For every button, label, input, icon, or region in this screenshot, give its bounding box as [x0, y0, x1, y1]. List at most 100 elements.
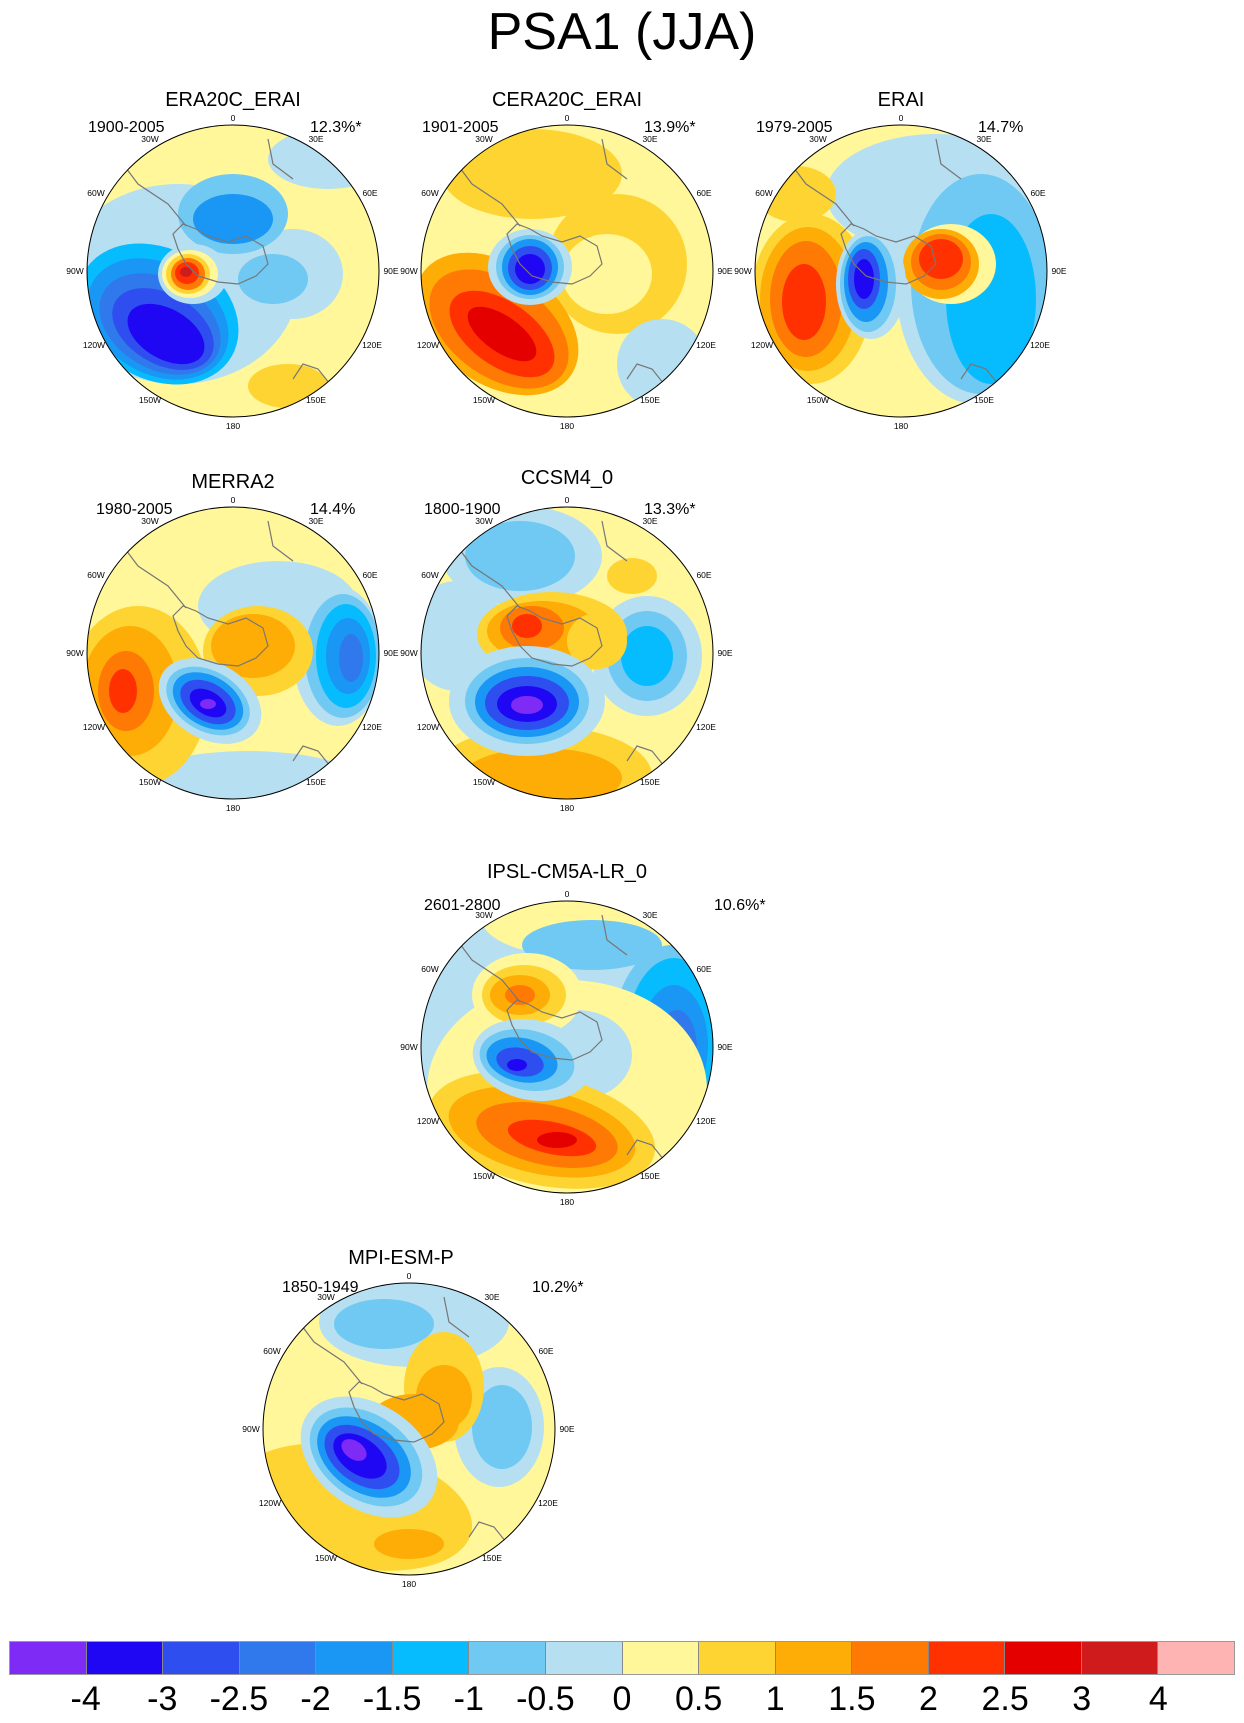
lon-label: 90W [66, 266, 83, 276]
panel-years: 1800-1900 [424, 501, 501, 518]
lon-label: 30E [642, 134, 657, 144]
colorbar-box [699, 1642, 776, 1674]
colorbar [9, 1641, 1235, 1675]
lon-label: 90E [383, 648, 398, 658]
lon-label: 60E [538, 1346, 553, 1356]
lon-label: 180 [402, 1579, 416, 1589]
polar-map: 0 180 30W 30E 60W 60E 90W 90E 120W 120E … [400, 113, 733, 431]
lon-label: 90W [734, 266, 751, 276]
lon-label: 30W [809, 134, 826, 144]
colorbar-tick-label: 1.5 [828, 1680, 876, 1718]
lon-label: 120W [751, 340, 773, 350]
lon-label: 30W [475, 516, 492, 526]
panel-ipsl-cm5a-lr-0: IPSL-CM5A-LR_0 2601-2800 10.6%* [400, 852, 772, 1207]
panel-years: 1900-2005 [88, 119, 165, 136]
panel-title: MPI-ESM-P [348, 1247, 454, 1269]
panel-title: CERA20C_ERAI [491, 89, 643, 111]
panel-variance: 13.9%* [644, 119, 696, 136]
lon-label: 0 [231, 113, 236, 123]
panel-variance: 10.6%* [714, 897, 766, 914]
colorbar-tick-label: -2.5 [209, 1680, 269, 1718]
colorbar-box [10, 1642, 87, 1674]
lon-label: 150E [640, 1171, 660, 1181]
lon-label: 150W [473, 395, 495, 405]
colorbar-tick-label: -0.5 [516, 1680, 575, 1718]
lon-label: 90E [717, 266, 732, 276]
lon-label: 60W [263, 1346, 280, 1356]
lon-label: 60W [421, 964, 438, 974]
panel-variance: 14.4% [310, 501, 356, 518]
lon-label: 150E [482, 1553, 502, 1563]
colorbar-box [1081, 1642, 1159, 1674]
colorbar-box [1158, 1642, 1234, 1674]
lon-label: 150W [139, 395, 161, 405]
lon-label: 150W [139, 777, 161, 787]
lon-label: 30E [976, 134, 991, 144]
lon-label: 60E [696, 964, 711, 974]
lon-label: 0 [565, 113, 570, 123]
lon-label: 30W [141, 134, 158, 144]
colorbar-tick-label: 0.5 [674, 1680, 723, 1718]
panel-variance: 14.7% [978, 119, 1024, 136]
lon-label: 150W [807, 395, 829, 405]
lon-label: 180 [894, 421, 908, 431]
panel-years: 1901-2005 [422, 119, 499, 136]
panel-variance: 10.2%* [532, 1279, 584, 1296]
polar-map: 0 180 30W 30E 60W 60E 90W 90E 120W 120E … [400, 889, 733, 1207]
colorbar-tick-label: 0 [612, 1680, 632, 1718]
lon-label: 150W [473, 777, 495, 787]
lon-label: 0 [565, 889, 570, 899]
colorbar-tick-label: 1 [765, 1680, 785, 1718]
lon-label: 180 [560, 803, 574, 813]
panel-cera20c-erai: CERA20C_ERAI 1901-2005 13.9%* 0 [400, 88, 772, 431]
panel-title: ERAI [877, 89, 925, 111]
colorbar-tick-label: -3 [147, 1680, 178, 1718]
lon-label: 150E [306, 777, 326, 787]
colorbar-tick-label: -4 [70, 1680, 101, 1718]
panel-variance: 13.3%* [644, 501, 696, 518]
lon-label: 60W [421, 188, 438, 198]
lon-label: 90E [717, 1042, 732, 1052]
panel-era20c-erai: ERA20C_ERAI 1900-2005 12.3%* [66, 88, 438, 431]
lon-label: 60W [87, 570, 104, 580]
polar-map: 0 180 30W 30E 60W 60E 90W 90E 120W 120E … [66, 495, 399, 813]
lon-label: 90E [383, 266, 398, 276]
lon-label: 120E [362, 340, 382, 350]
lon-label: 90W [66, 648, 83, 658]
lon-label: 120W [417, 722, 439, 732]
panel-title: CCSM4_0 [520, 467, 614, 489]
panel-variance: 12.3%* [310, 119, 362, 136]
colorbar-tick-label: 2.5 [981, 1680, 1029, 1718]
lon-label: 120W [259, 1498, 281, 1508]
lon-label: 60W [421, 570, 438, 580]
panel-years: 1850-1949 [282, 1279, 359, 1296]
lon-label: 90E [1051, 266, 1066, 276]
colorbar-tick-label: 3 [1072, 1680, 1092, 1718]
lon-label: 0 [231, 495, 236, 505]
lon-label: 90W [400, 648, 417, 658]
lon-label: 30W [475, 910, 492, 920]
polar-map: 0 180 30W 30E 60W 60E 90W 90E 120W 120E … [66, 113, 399, 431]
lon-label: 150E [640, 395, 660, 405]
lon-label: 90W [242, 1424, 259, 1434]
lon-label: 0 [565, 495, 570, 505]
colorbar-box [775, 1642, 853, 1674]
lon-label: 150E [640, 777, 660, 787]
panel-ccsm4-0: CCSM4_0 1800-1900 13.3%* [400, 467, 772, 813]
lon-label: 30E [642, 516, 657, 526]
lon-label: 90W [400, 1042, 417, 1052]
lon-label: 120E [696, 340, 716, 350]
lon-label: 150E [974, 395, 994, 405]
lon-label: 120E [696, 1116, 716, 1126]
colorbar-box [545, 1642, 623, 1674]
colorbar-box [163, 1642, 240, 1674]
colorbar-tick-label: -1.5 [362, 1680, 422, 1718]
panel-years: 1980-2005 [96, 501, 173, 518]
lon-label: 120W [417, 340, 439, 350]
panel-years: 2601-2800 [424, 897, 501, 914]
panel-title: MERRA2 [191, 471, 275, 493]
lon-label: 120E [1030, 340, 1050, 350]
panel-title: IPSL-CM5A-LR_0 [486, 861, 648, 883]
lon-label: 180 [226, 803, 240, 813]
colorbar-tick-label: 4 [1148, 1680, 1168, 1718]
